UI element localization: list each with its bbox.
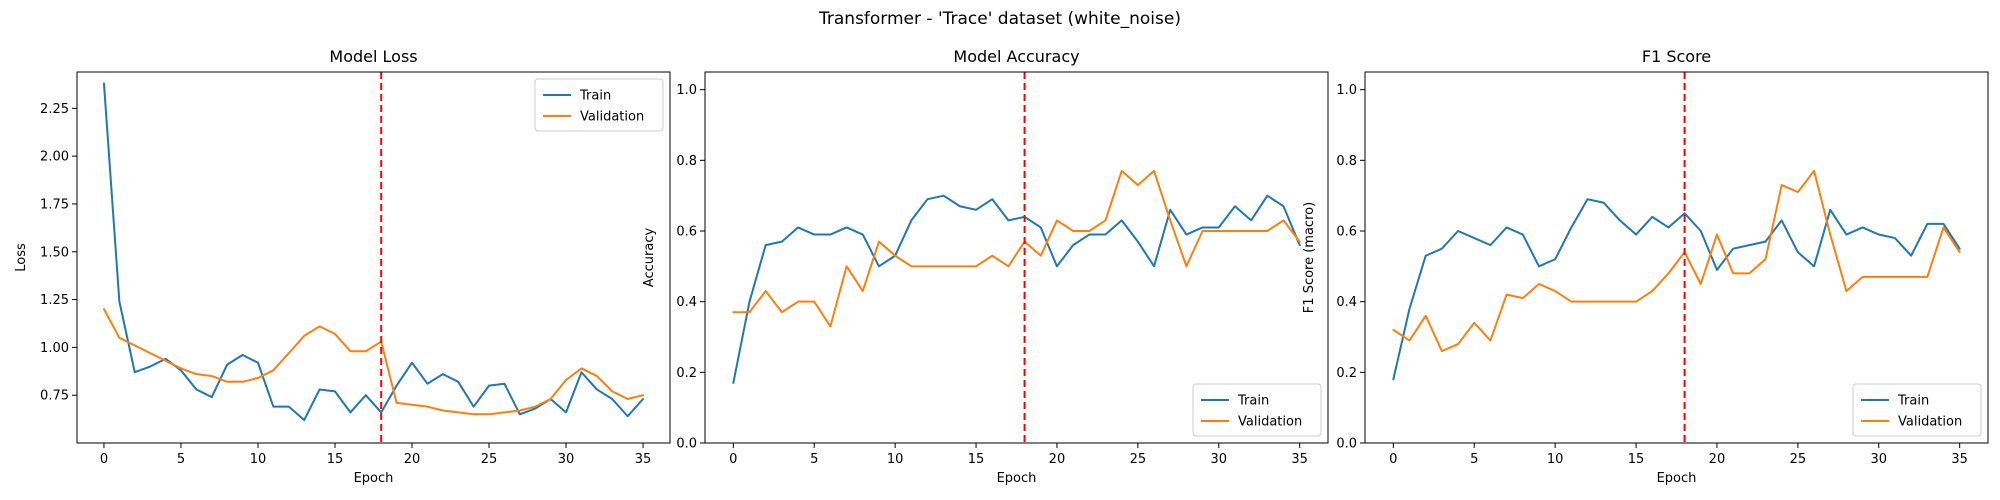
series-line-train [1392,198,1961,381]
y-tick-label: 1.0 [676,83,697,98]
y-tick-label: 0.8 [676,154,697,169]
x-tick-label: 35 [1951,452,1968,467]
y-tick-label: 0.0 [1336,437,1357,452]
y-tick-label: 2.25 [40,102,69,117]
y-tick-label: 1.0 [1336,83,1357,98]
y-tick-label: 1.00 [40,341,69,356]
legend: Train Validation [1192,383,1322,437]
y-tick-label: 0.0 [676,437,697,452]
x-axis-label: Epoch [997,471,1037,486]
figure-suptitle: Transformer - 'Trace' dataset (white_noi… [818,9,1181,29]
x-tick-label: 35 [1291,452,1308,467]
legend: Train Validation [1852,383,1982,437]
x-tick-label: 30 [1870,452,1887,467]
axes-frame [1364,71,1989,444]
x-tick-label: 20 [1049,452,1066,467]
legend-box [1852,383,1982,437]
legend-label-validation: Validation [580,110,644,125]
y-axis-label: Loss [14,243,29,272]
x-tick-label: 0 [1389,452,1397,467]
legend-box [534,78,664,132]
x-tick-label: 30 [558,452,575,467]
x-tick-label: 10 [887,452,904,467]
y-tick-label: 0.2 [1336,366,1357,381]
x-tick-label: 35 [635,452,652,467]
legend-label-train: Train [1237,394,1269,409]
chart-panel-3: F1 Score 0 5 10 15 20 25 30 35 0.0 0.2 0.4 0.6 0.8 1.0… [1302,47,1989,486]
legend-label-train: Train [1897,394,1929,409]
chart-panel-1: Model Loss 0 5 10 15 20 25 30 35 0.75 1.00 1.25 1.50… [14,47,671,486]
x-tick-label: 15 [968,452,985,467]
chart-title: Model Accuracy [953,47,1079,66]
plot-area [102,72,645,443]
x-tick-label: 0 [729,452,737,467]
y-tick-label: 0.6 [676,225,697,240]
y-tick-label: 0.4 [676,295,697,310]
x-tick-label: 25 [1130,452,1147,467]
plot-area [732,72,1301,443]
axes-frame [704,71,1329,444]
x-tick-label: 30 [1210,452,1227,467]
legend-label-validation: Validation [1238,415,1302,430]
x-tick-label: 5 [810,452,818,467]
series-line-validation [102,308,645,416]
plot-area [1392,72,1961,443]
y-axis-label: F1 Score (macro) [1302,202,1317,313]
legend-box [1192,383,1322,437]
chart-title: Model Loss [329,47,417,66]
x-tick-label: 25 [1790,452,1807,467]
y-tick-label: 1.25 [40,293,69,308]
y-tick-label: 2.00 [40,150,69,165]
y-tick-label: 0.2 [676,366,697,381]
y-tick-label: 0.6 [1336,225,1357,240]
chart-title: F1 Score [1642,47,1711,66]
y-tick-label: 0.4 [1336,295,1357,310]
x-axis-label: Epoch [354,471,394,486]
x-tick-label: 10 [1547,452,1564,467]
y-tick-label: 1.75 [40,197,69,212]
series-line-validation [732,169,1301,328]
x-tick-label: 5 [1470,452,1478,467]
series-line-train [732,194,1301,384]
x-axis-label: Epoch [1657,471,1697,486]
x-tick-label: 25 [481,452,498,467]
legend: Train Validation [534,78,664,132]
y-tick-label: 0.8 [1336,154,1357,169]
x-tick-label: 10 [250,452,267,467]
axes-frame [76,71,671,444]
x-tick-label: 20 [1709,452,1726,467]
legend-label-train: Train [579,89,611,104]
y-tick-label: 1.50 [40,245,69,260]
y-axis-label: Accuracy [642,228,657,288]
y-tick-label: 0.75 [40,389,69,404]
series-line-validation [1392,169,1961,353]
x-tick-label: 0 [100,452,108,467]
chart-panel-2: Model Accuracy 0 5 10 15 20 25 30 35 0.0 0.2 0.4 0.6… [642,47,1329,486]
legend-label-validation: Validation [1898,415,1962,430]
series-line-train [102,82,645,422]
x-tick-label: 15 [1628,452,1645,467]
x-tick-label: 20 [404,452,421,467]
x-tick-label: 5 [177,452,185,467]
x-tick-label: 15 [327,452,344,467]
